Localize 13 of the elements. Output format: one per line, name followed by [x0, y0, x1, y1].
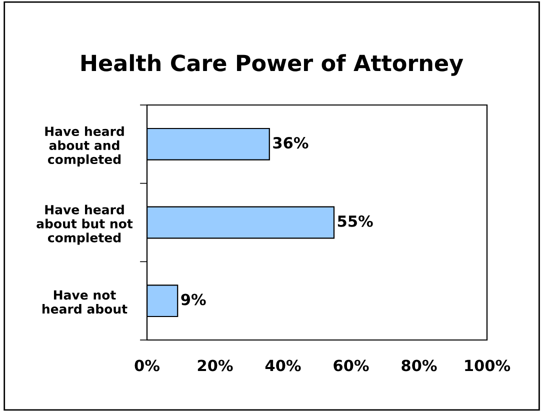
data-label: 36%: [273, 137, 308, 149]
x-tick-label: 60%: [334, 360, 369, 372]
chart-title: Health Care Power of Attorney: [81, 54, 464, 76]
data-label: 9%: [181, 294, 206, 306]
x-tick-label: 20%: [198, 360, 233, 372]
x-tick-label: 100%: [465, 360, 510, 372]
x-tick-label: 40%: [265, 360, 301, 372]
data-label: 55%: [338, 215, 373, 227]
y-tick-label: Have heard about but not completed: [36, 204, 133, 245]
y-tick-label: Have not heard about: [42, 290, 128, 314]
y-tick-label: Have heard about and completed: [45, 126, 124, 166]
x-tick-label: 0%: [134, 360, 160, 372]
x-tick-label: 80%: [402, 360, 437, 372]
